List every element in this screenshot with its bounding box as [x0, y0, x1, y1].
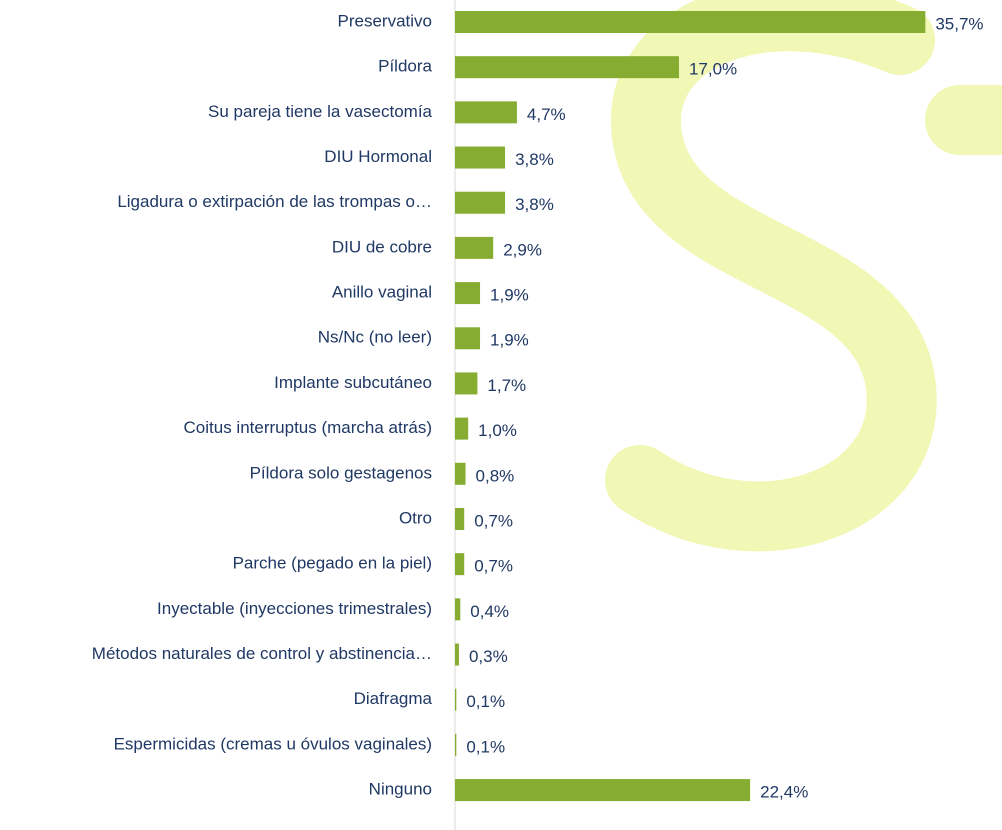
category-label: Coitus interruptus (marcha atrás)	[184, 418, 432, 437]
value-label: 1,7%	[487, 376, 526, 395]
value-label: 0,3%	[469, 647, 508, 666]
category-label: Ligadura o extirpación de las trompas o…	[117, 192, 432, 211]
bar	[455, 327, 481, 350]
value-label: 1,9%	[490, 331, 529, 350]
value-label: 0,1%	[466, 737, 505, 756]
value-label: 0,7%	[474, 557, 513, 576]
bar	[455, 282, 481, 305]
category-label: Métodos naturales de control y abstinenc…	[92, 644, 432, 663]
value-label: 0,4%	[470, 602, 509, 621]
category-label: Su pareja tiene la vasectomía	[208, 102, 433, 121]
category-label: Otro	[399, 508, 432, 527]
value-label: 2,9%	[503, 240, 542, 259]
value-label: 1,0%	[478, 421, 517, 440]
bar	[455, 11, 926, 33]
bar	[455, 643, 459, 666]
value-label: 22,4%	[760, 783, 808, 802]
category-label: Anillo vaginal	[332, 283, 432, 302]
bar	[455, 56, 679, 79]
value-label: 0,1%	[466, 692, 505, 711]
bar	[455, 733, 457, 756]
category-label: Píldora	[378, 57, 432, 76]
bar	[455, 146, 506, 169]
value-label: 3,8%	[515, 150, 554, 169]
category-label: Ns/Nc (no leer)	[318, 328, 432, 347]
bar	[455, 598, 461, 621]
bar	[455, 372, 478, 395]
bar	[455, 779, 751, 802]
category-label: DIU de cobre	[332, 237, 432, 256]
value-label: 1,9%	[490, 286, 529, 305]
category-label: Ninguno	[369, 780, 432, 799]
bar	[455, 462, 466, 485]
bar	[455, 101, 517, 124]
category-label: Preservativo	[338, 11, 432, 30]
category-label: DIU Hormonal	[324, 147, 432, 166]
value-label: 17,0%	[689, 60, 737, 79]
bar	[455, 236, 494, 259]
watermark-s	[605, 0, 937, 552]
value-label: 4,7%	[527, 105, 566, 124]
category-label: Diafragma	[354, 689, 433, 708]
bar	[455, 417, 469, 440]
category-label: Píldora solo gestagenos	[250, 463, 432, 482]
value-label: 35,7%	[935, 14, 983, 33]
bar	[455, 688, 457, 711]
bar	[455, 191, 506, 214]
watermark	[605, 0, 1002, 552]
value-label: 3,8%	[515, 195, 554, 214]
value-label: 0,7%	[474, 511, 513, 530]
category-label: Parche (pegado en la piel)	[233, 554, 432, 573]
value-label: 0,8%	[476, 466, 515, 485]
bar	[455, 553, 465, 576]
category-label: Espermicidas (cremas u óvulos vaginales)	[114, 734, 432, 753]
category-label: Implante subcutáneo	[274, 373, 432, 392]
category-label: Inyectable (inyecciones trimestrales)	[157, 599, 432, 618]
bar	[455, 507, 465, 530]
